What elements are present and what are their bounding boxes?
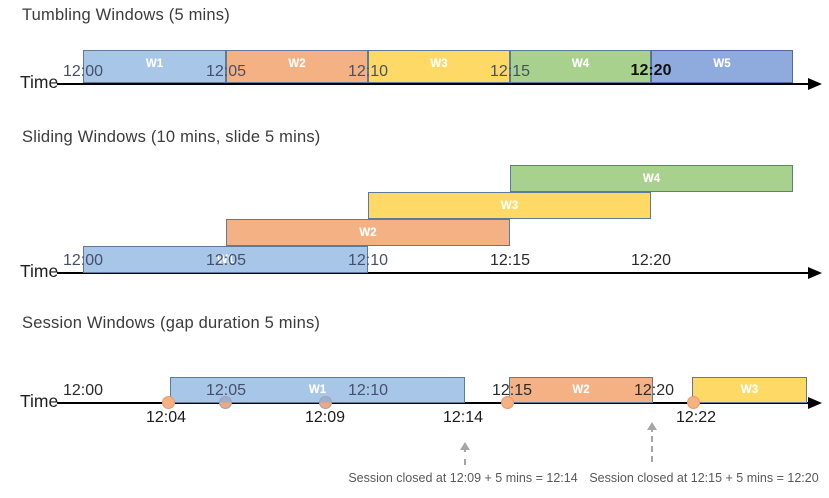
axis-tick-label: 12:20 (633, 382, 675, 399)
tumbling-time-axis-label: Time (20, 72, 59, 92)
tumbling-window-w4: W4 (510, 50, 651, 83)
sliding-axis-arrowhead-icon (808, 267, 822, 279)
session-time-axis-line (57, 402, 810, 404)
event-dot (162, 396, 175, 409)
sliding-time-axis-line (57, 272, 810, 274)
axis-tick-label: 12:15 (489, 252, 531, 269)
sliding-window-w4: W4 (510, 165, 793, 192)
tumbling-window-w2: W2 (226, 50, 368, 83)
event-time-label: 12:14 (442, 409, 484, 426)
axis-tick-label: 12:20 (630, 252, 672, 269)
session-close-arrow-icon (460, 442, 470, 465)
window-label: W2 (359, 226, 377, 239)
sliding-window-w3: W3 (368, 192, 651, 219)
sliding-time-axis-label: Time (20, 261, 59, 281)
session-section-title: Session Windows (gap duration 5 mins) (22, 314, 321, 332)
window-label: W1 (145, 58, 164, 70)
axis-tick-label: 12:10 (347, 63, 389, 80)
axis-tick-label: 12:20 (630, 62, 672, 79)
window-label: W3 (740, 384, 759, 396)
axis-tick-label: 12:05 (205, 63, 247, 80)
session-axis-arrowhead-icon (808, 397, 822, 409)
event-dot (687, 396, 700, 409)
event-dot (319, 396, 332, 409)
window-label: W4 (642, 172, 661, 185)
session-time-axis-label: Time (20, 391, 59, 411)
axis-tick-label: 12:05 (205, 252, 247, 269)
event-time-label: 12:22 (675, 409, 717, 426)
axis-tick-label: 12:00 (62, 63, 104, 80)
axis-tick-label: 12:15 (491, 382, 533, 399)
axis-tick-label: 12:00 (62, 252, 104, 269)
event-dot (219, 396, 232, 409)
axis-tick-label: 12:15 (489, 63, 531, 80)
session-close-annotation: Session closed at 12:15 + 5 mins = 12:20 (589, 471, 819, 485)
tumbling-section-title: Tumbling Windows (5 mins) (22, 6, 230, 24)
window-label: W1 (308, 384, 327, 396)
tumbling-time-axis-line (57, 83, 810, 85)
session-close-arrow-icon (647, 422, 657, 462)
event-time-label: 12:04 (145, 409, 187, 426)
window-label: W3 (430, 58, 448, 70)
axis-tick-label: 12:10 (347, 382, 389, 399)
window-label: W2 (288, 58, 306, 70)
window-label: W2 (572, 384, 590, 396)
session-window-w2: W2 (509, 377, 653, 403)
event-time-label: 12:09 (304, 409, 346, 426)
sliding-window-w2: W2 (226, 219, 510, 246)
window-label: W3 (500, 199, 519, 212)
window-label: W1 (216, 253, 235, 266)
tumbling-window-w5: W5 (651, 50, 793, 83)
window-label: W4 (571, 58, 590, 70)
sliding-window-w1: W1 (83, 246, 368, 273)
session-window-w3: W3 (692, 377, 807, 403)
axis-tick-label: 12:00 (62, 382, 104, 399)
window-label: W5 (713, 58, 731, 70)
tumbling-window-w1: W1 (83, 50, 226, 83)
session-close-annotation: Session closed at 12:09 + 5 mins = 12:14 (348, 471, 578, 485)
axis-tick-label: 12:10 (347, 252, 389, 269)
event-dot (501, 396, 514, 409)
sliding-section-title: Sliding Windows (10 mins, slide 5 mins) (22, 128, 321, 146)
tumbling-window-w3: W3 (368, 50, 510, 83)
axis-tick-label: 12:05 (205, 382, 247, 399)
tumbling-axis-arrowhead-icon (808, 78, 822, 90)
